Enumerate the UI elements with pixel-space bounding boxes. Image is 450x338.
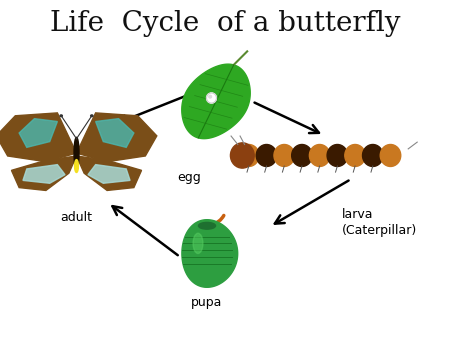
Ellipse shape	[74, 137, 79, 169]
Ellipse shape	[193, 233, 203, 254]
Ellipse shape	[75, 160, 78, 172]
Ellipse shape	[292, 145, 312, 167]
Ellipse shape	[230, 143, 254, 168]
Polygon shape	[88, 165, 130, 183]
Polygon shape	[182, 220, 238, 287]
Ellipse shape	[380, 145, 401, 167]
Text: adult: adult	[60, 211, 93, 224]
Polygon shape	[0, 113, 76, 162]
Ellipse shape	[327, 145, 347, 167]
Ellipse shape	[310, 145, 330, 167]
Ellipse shape	[90, 115, 93, 117]
Polygon shape	[76, 156, 141, 191]
Ellipse shape	[60, 115, 63, 117]
Polygon shape	[11, 156, 77, 191]
Text: Life  Cycle  of a butterfly: Life Cycle of a butterfly	[50, 10, 400, 37]
Polygon shape	[96, 119, 134, 147]
Polygon shape	[19, 119, 58, 147]
Ellipse shape	[256, 145, 277, 167]
Ellipse shape	[209, 95, 212, 98]
Ellipse shape	[345, 145, 365, 167]
Ellipse shape	[198, 222, 216, 229]
Polygon shape	[23, 165, 65, 183]
Text: pupa: pupa	[191, 296, 223, 309]
Text: larva
(Caterpillar): larva (Caterpillar)	[342, 208, 417, 237]
Text: egg: egg	[177, 171, 201, 184]
Polygon shape	[182, 64, 250, 139]
Ellipse shape	[363, 145, 383, 167]
Ellipse shape	[238, 145, 259, 167]
Ellipse shape	[274, 145, 294, 167]
Ellipse shape	[207, 93, 216, 103]
Polygon shape	[76, 113, 157, 162]
